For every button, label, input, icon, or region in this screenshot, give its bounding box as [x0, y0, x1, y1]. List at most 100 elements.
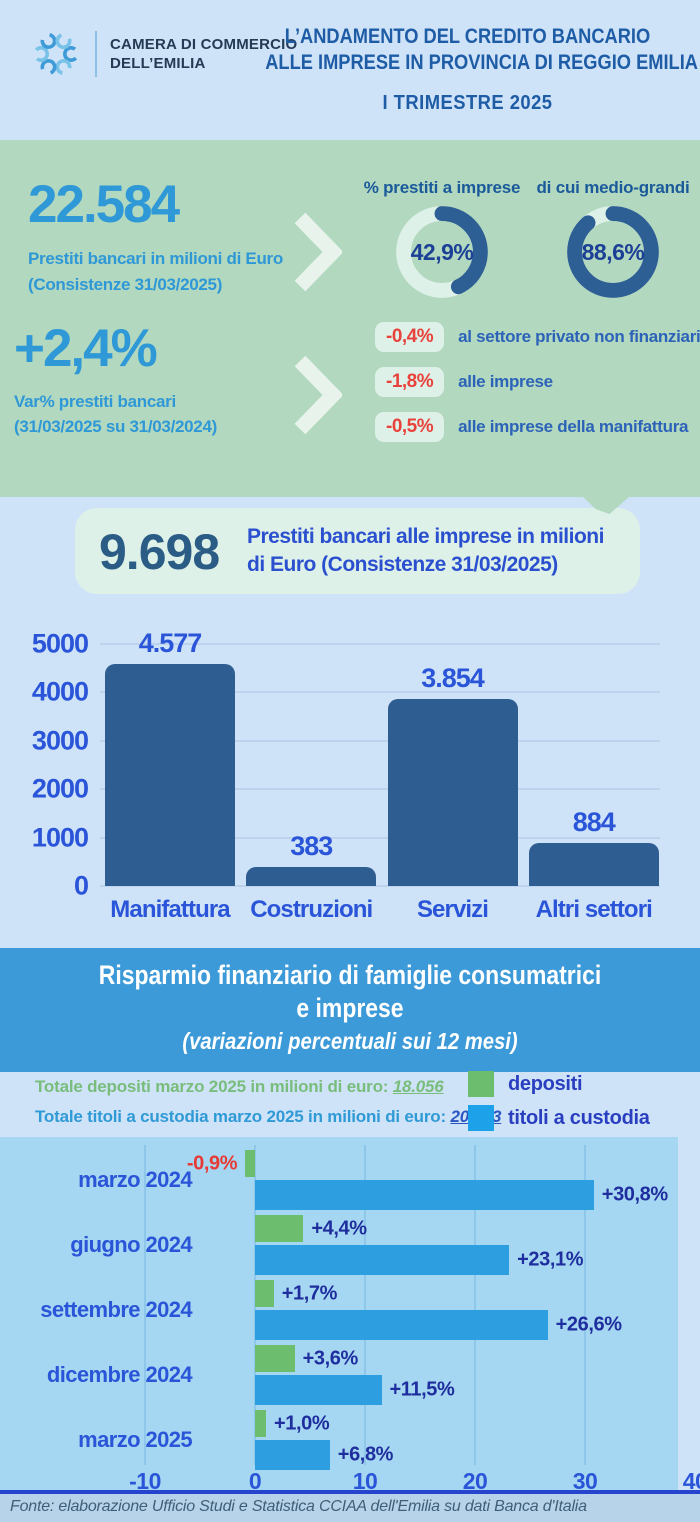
savings-title-line1: Risparmio finanziario di famiglie consum…	[98, 960, 602, 990]
footer: Fonte: elaborazione Ufficio Studi e Stat…	[0, 1494, 700, 1522]
logo-divider	[95, 31, 97, 77]
bar-value-label: +1,7%	[281, 1282, 338, 1304]
legend-label: depositi	[508, 1072, 583, 1095]
sector-bar	[387, 699, 518, 886]
row-label: marzo 2025	[78, 1427, 192, 1452]
donut-label-medium-large-share: di cui medio-grandi	[536, 178, 690, 197]
gridline	[100, 885, 660, 887]
bar-value-label: +6,8%	[337, 1443, 394, 1466]
x-axis-line	[0, 1490, 700, 1494]
loans-variation-caption-line1: Var% prestiti bancari	[14, 392, 176, 411]
donut-value: 88,6%	[581, 238, 645, 265]
bar-value-label: +23,1%	[517, 1248, 584, 1271]
page-title-line2: ALLE IMPRESE IN PROVINCIA DI REGGIO EMIL…	[265, 51, 698, 75]
enterprise-loans-caption: Prestiti bancari alle imprese in milioni…	[247, 523, 604, 580]
logo-name: CAMERA DI COMMERCIO DELL’EMILIA	[110, 35, 297, 74]
gridline	[100, 836, 660, 839]
x-axis-tick: 40	[682, 1468, 700, 1494]
total-loans-caption-line1: Prestiti bancari in milioni di Euro	[28, 249, 283, 268]
category-label: Servizi	[416, 896, 489, 923]
enterprise-loans-caption-line1: Prestiti bancari alle imprese in milioni	[247, 525, 604, 548]
gridline	[100, 643, 660, 645]
x-axis-tick: 20	[462, 1468, 488, 1494]
y-axis-tick: 4000	[31, 676, 89, 707]
y-axis-tick: 2000	[31, 773, 89, 804]
bar-value-label: +1,0%	[274, 1412, 330, 1434]
deposits-total-label: Totale depositi marzo 2025 in milioni di…	[35, 1077, 393, 1096]
category-label: Costruzioni	[250, 896, 373, 923]
sector-bar	[528, 843, 659, 886]
variation-badge: -1,8%	[375, 367, 445, 397]
page-title-line1: L’ANDAMENTO DEL CREDITO BANCARIO	[284, 25, 651, 48]
gridline	[100, 739, 660, 742]
donut-ring	[567, 206, 659, 298]
deposits-bar	[255, 1215, 304, 1242]
chamber-logo-icon	[32, 33, 79, 76]
chart-legend: depositi titoli a custodia	[468, 1071, 650, 1139]
loans-variation-value: +2,4%	[14, 319, 158, 378]
x-axis-tick: 0	[248, 1468, 262, 1494]
deposits-total-line: Totale depositi marzo 2025 in milioni di…	[35, 1077, 501, 1097]
source-note: Fonte: elaborazione Ufficio Studi e Stat…	[10, 1498, 587, 1515]
legend-item-securities: titoli a custodia	[468, 1105, 650, 1131]
sector-bar	[246, 867, 377, 886]
savings-bar-chart: -10 0 10 20 30 40 marzo 2024-0,9% +30,8% giugno …	[0, 1137, 700, 1494]
bar-value-label: -0,9%	[186, 1152, 238, 1174]
bar-value-label: +3,6%	[302, 1347, 359, 1369]
variation-badge: -0,4%	[375, 322, 445, 352]
variation-label: alle imprese della manifattura	[458, 417, 689, 436]
securities-swatch	[468, 1105, 494, 1131]
sector-bar-chart: 4.577 Manifattura 383 Costruzioni 3.854 Servi…	[100, 628, 660, 923]
enterprise-loans-card: 9.698 Prestiti bancari alle imprese in m…	[75, 508, 640, 594]
variation-badges: -0,4% al settore privato non finanziario…	[375, 322, 700, 442]
deposits-bar	[255, 1410, 266, 1437]
bar-value-label: +30,8%	[601, 1183, 668, 1206]
bar-value-label: +11,5%	[389, 1378, 455, 1401]
donut-label-enterprise-share: % prestiti a imprese	[363, 178, 521, 197]
deposits-bar	[255, 1280, 274, 1307]
y-axis-tick: 5000	[31, 628, 89, 659]
gridline	[584, 1145, 586, 1465]
securities-total-label: Totale titoli a custodia marzo 2025 in m…	[35, 1107, 451, 1126]
total-loans-caption-line2: (Consistenze 31/03/2025)	[28, 274, 223, 294]
variation-label: alle imprese	[458, 372, 553, 391]
variation-row-manufacturing: -0,5% alle imprese della manifattura	[375, 412, 700, 442]
row-label: marzo 2024	[78, 1167, 192, 1192]
legend-label: titoli a custodia	[508, 1106, 650, 1129]
x-axis-tick: -10	[129, 1468, 161, 1494]
loans-variation-caption: Var% prestiti bancari (31/03/2025 su 31/…	[14, 390, 217, 439]
y-axis-tick: 3000	[31, 725, 89, 756]
bar-value-label: 383	[290, 831, 333, 862]
gridline	[100, 691, 660, 694]
total-loans-value: 22.584	[28, 175, 180, 234]
savings-title-line2: e imprese	[296, 992, 404, 1023]
enterprise-loans-value: 9.698	[99, 524, 220, 580]
donut-chart-enterprise-share: 42,9%	[394, 204, 490, 300]
chevron-right-icon	[294, 355, 342, 435]
bar-value-label: 4.577	[138, 628, 203, 659]
legend-item-deposits: depositi	[468, 1071, 650, 1097]
gridline	[364, 1145, 366, 1465]
variation-row-enterprises: -1,8% alle imprese	[375, 367, 700, 397]
donut-ring	[396, 206, 488, 298]
y-axis-tick: 0	[73, 870, 89, 901]
variation-row-private-sector: -0,4% al settore privato non finanziario	[375, 322, 700, 352]
logo-name-line1: CAMERA DI COMMERCIO	[110, 35, 298, 53]
chevron-right-icon	[294, 212, 342, 292]
savings-totals: Totale depositi marzo 2025 in milioni di…	[35, 1077, 501, 1137]
savings-subtitle: (variazioni percentuali sui 12 mesi)	[182, 1027, 518, 1054]
bar-value-label: 884	[572, 807, 616, 838]
securities-bar	[255, 1440, 330, 1470]
row-label: dicembre 2024	[46, 1362, 193, 1387]
bar-value-label: +4,4%	[311, 1217, 367, 1239]
row-label: giugno 2024	[70, 1232, 192, 1257]
category-label: Altri settori	[535, 896, 653, 923]
page-title: L’ANDAMENTO DEL CREDITO BANCARIO ALLE IM…	[235, 24, 700, 77]
logo-name-line2: DELL’EMILIA	[110, 55, 206, 72]
securities-bar	[255, 1310, 548, 1340]
row-label: settembre 2024	[40, 1297, 192, 1322]
deposits-swatch	[468, 1071, 494, 1097]
deposits-bar	[245, 1150, 255, 1177]
sector-bar	[105, 664, 235, 886]
